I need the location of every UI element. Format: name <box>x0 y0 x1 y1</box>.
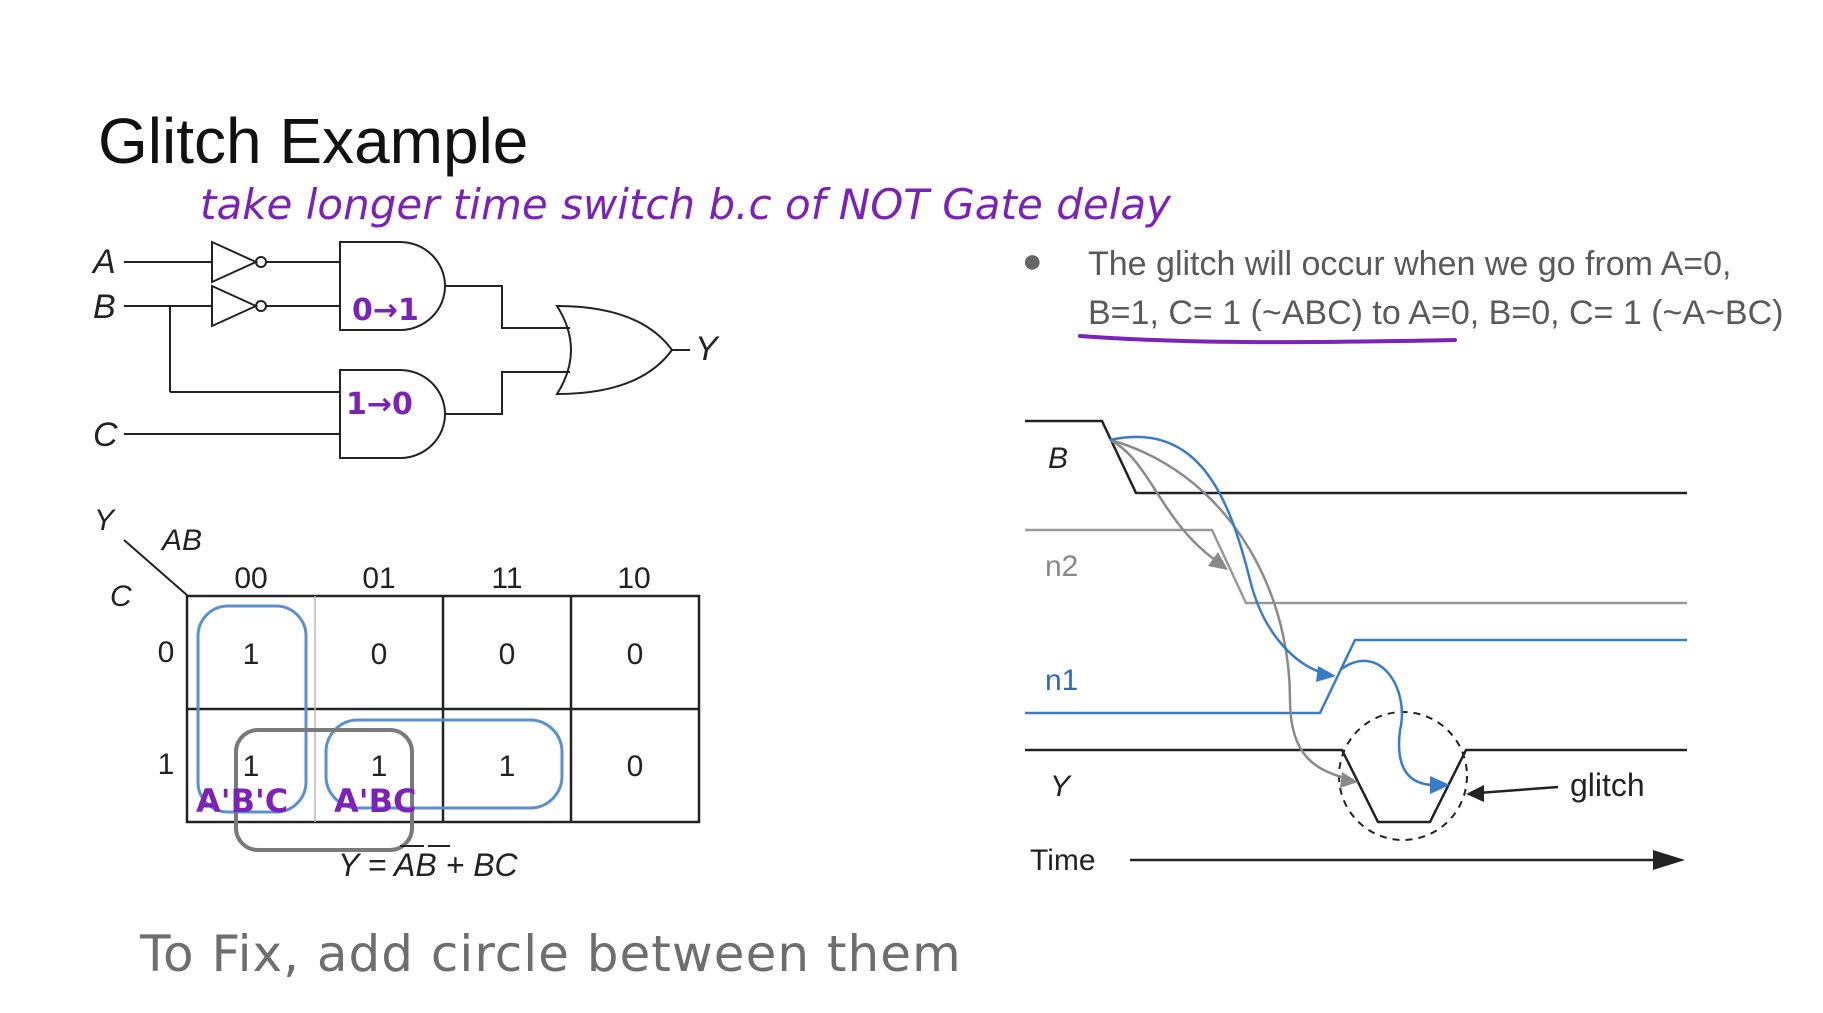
not-gate-b <box>211 284 259 328</box>
input-c-label: C <box>93 416 118 454</box>
kmap-cell: 1 <box>243 750 260 783</box>
annotation-and-upper: 0→1 <box>352 293 419 328</box>
input-b-label: B <box>93 288 116 326</box>
kmap-row-header: 0 <box>158 636 175 669</box>
annotation-top-note: take longer time switch b.c of NOT Gate … <box>200 180 1171 229</box>
annotation-kmap-term-2: A'BC <box>334 782 416 820</box>
kmap-cell: 0 <box>499 638 516 671</box>
kmap-cell: 1 <box>371 750 388 783</box>
page-title: Glitch Example <box>98 105 529 177</box>
annotation-fix-note: To Fix, add circle between them <box>140 925 962 983</box>
annotation-and-lower: 1→0 <box>346 387 413 422</box>
time-axis-arrowhead <box>1653 850 1685 870</box>
kmap-corner-c: C <box>110 580 132 613</box>
bullet-text: The glitch will occur when we go from A=… <box>1088 245 1784 332</box>
bullet-dot: ● <box>1022 242 1043 280</box>
signal-label-y: Y <box>1050 770 1072 803</box>
input-a-label: A <box>91 243 116 281</box>
and-gate-upper <box>339 241 446 331</box>
wave-n1 <box>1025 638 1687 715</box>
and-gate-lower <box>339 369 446 459</box>
kmap-cell: 1 <box>499 750 516 783</box>
time-axis-label: Time <box>1030 844 1096 877</box>
signal-label-n2: n2 <box>1045 550 1078 583</box>
not-gate-a <box>211 240 259 284</box>
logic-circuit: A B C Y <box>91 240 720 459</box>
glitch-label: glitch <box>1570 767 1645 803</box>
kmap-row-header: 1 <box>158 748 175 781</box>
kmap-cell: 0 <box>371 638 388 671</box>
kmap-cell: 0 <box>627 750 644 783</box>
wave-b <box>1025 419 1687 495</box>
wave-y <box>1025 748 1687 824</box>
kmap-col-header: 01 <box>362 562 395 595</box>
kmap-cell: 1 <box>243 638 260 671</box>
output-y-label: Y <box>695 330 720 368</box>
kmap-corner-ab: AB <box>160 524 202 557</box>
kmap-fix-circle <box>234 728 414 852</box>
signal-label-n1: n1 <box>1045 664 1078 697</box>
kmap-cell: 0 <box>627 638 644 671</box>
kmap-col-header: 11 <box>491 562 522 595</box>
kmap-col-header: 10 <box>617 562 650 595</box>
or-gate <box>555 304 674 396</box>
karnaugh-map: Y AB C 00 01 11 10 0 1 1 0 0 0 1 1 1 0 <box>94 504 701 883</box>
signal-label-b: B <box>1048 442 1068 475</box>
kmap-col-header: 00 <box>234 562 267 595</box>
annotation-kmap-term-1: A'B'C <box>196 782 288 820</box>
annotation-underline <box>1078 334 1457 345</box>
kmap-corner-y: Y <box>94 504 116 537</box>
kmap-group-bc <box>324 718 564 810</box>
kmap-group-abc-bar <box>196 604 308 814</box>
wave-n2 <box>1025 528 1687 605</box>
timing-diagram: B n2 n1 Y glitch Time <box>1025 419 1687 877</box>
kmap-equation: Y = AB + BC <box>338 847 519 883</box>
